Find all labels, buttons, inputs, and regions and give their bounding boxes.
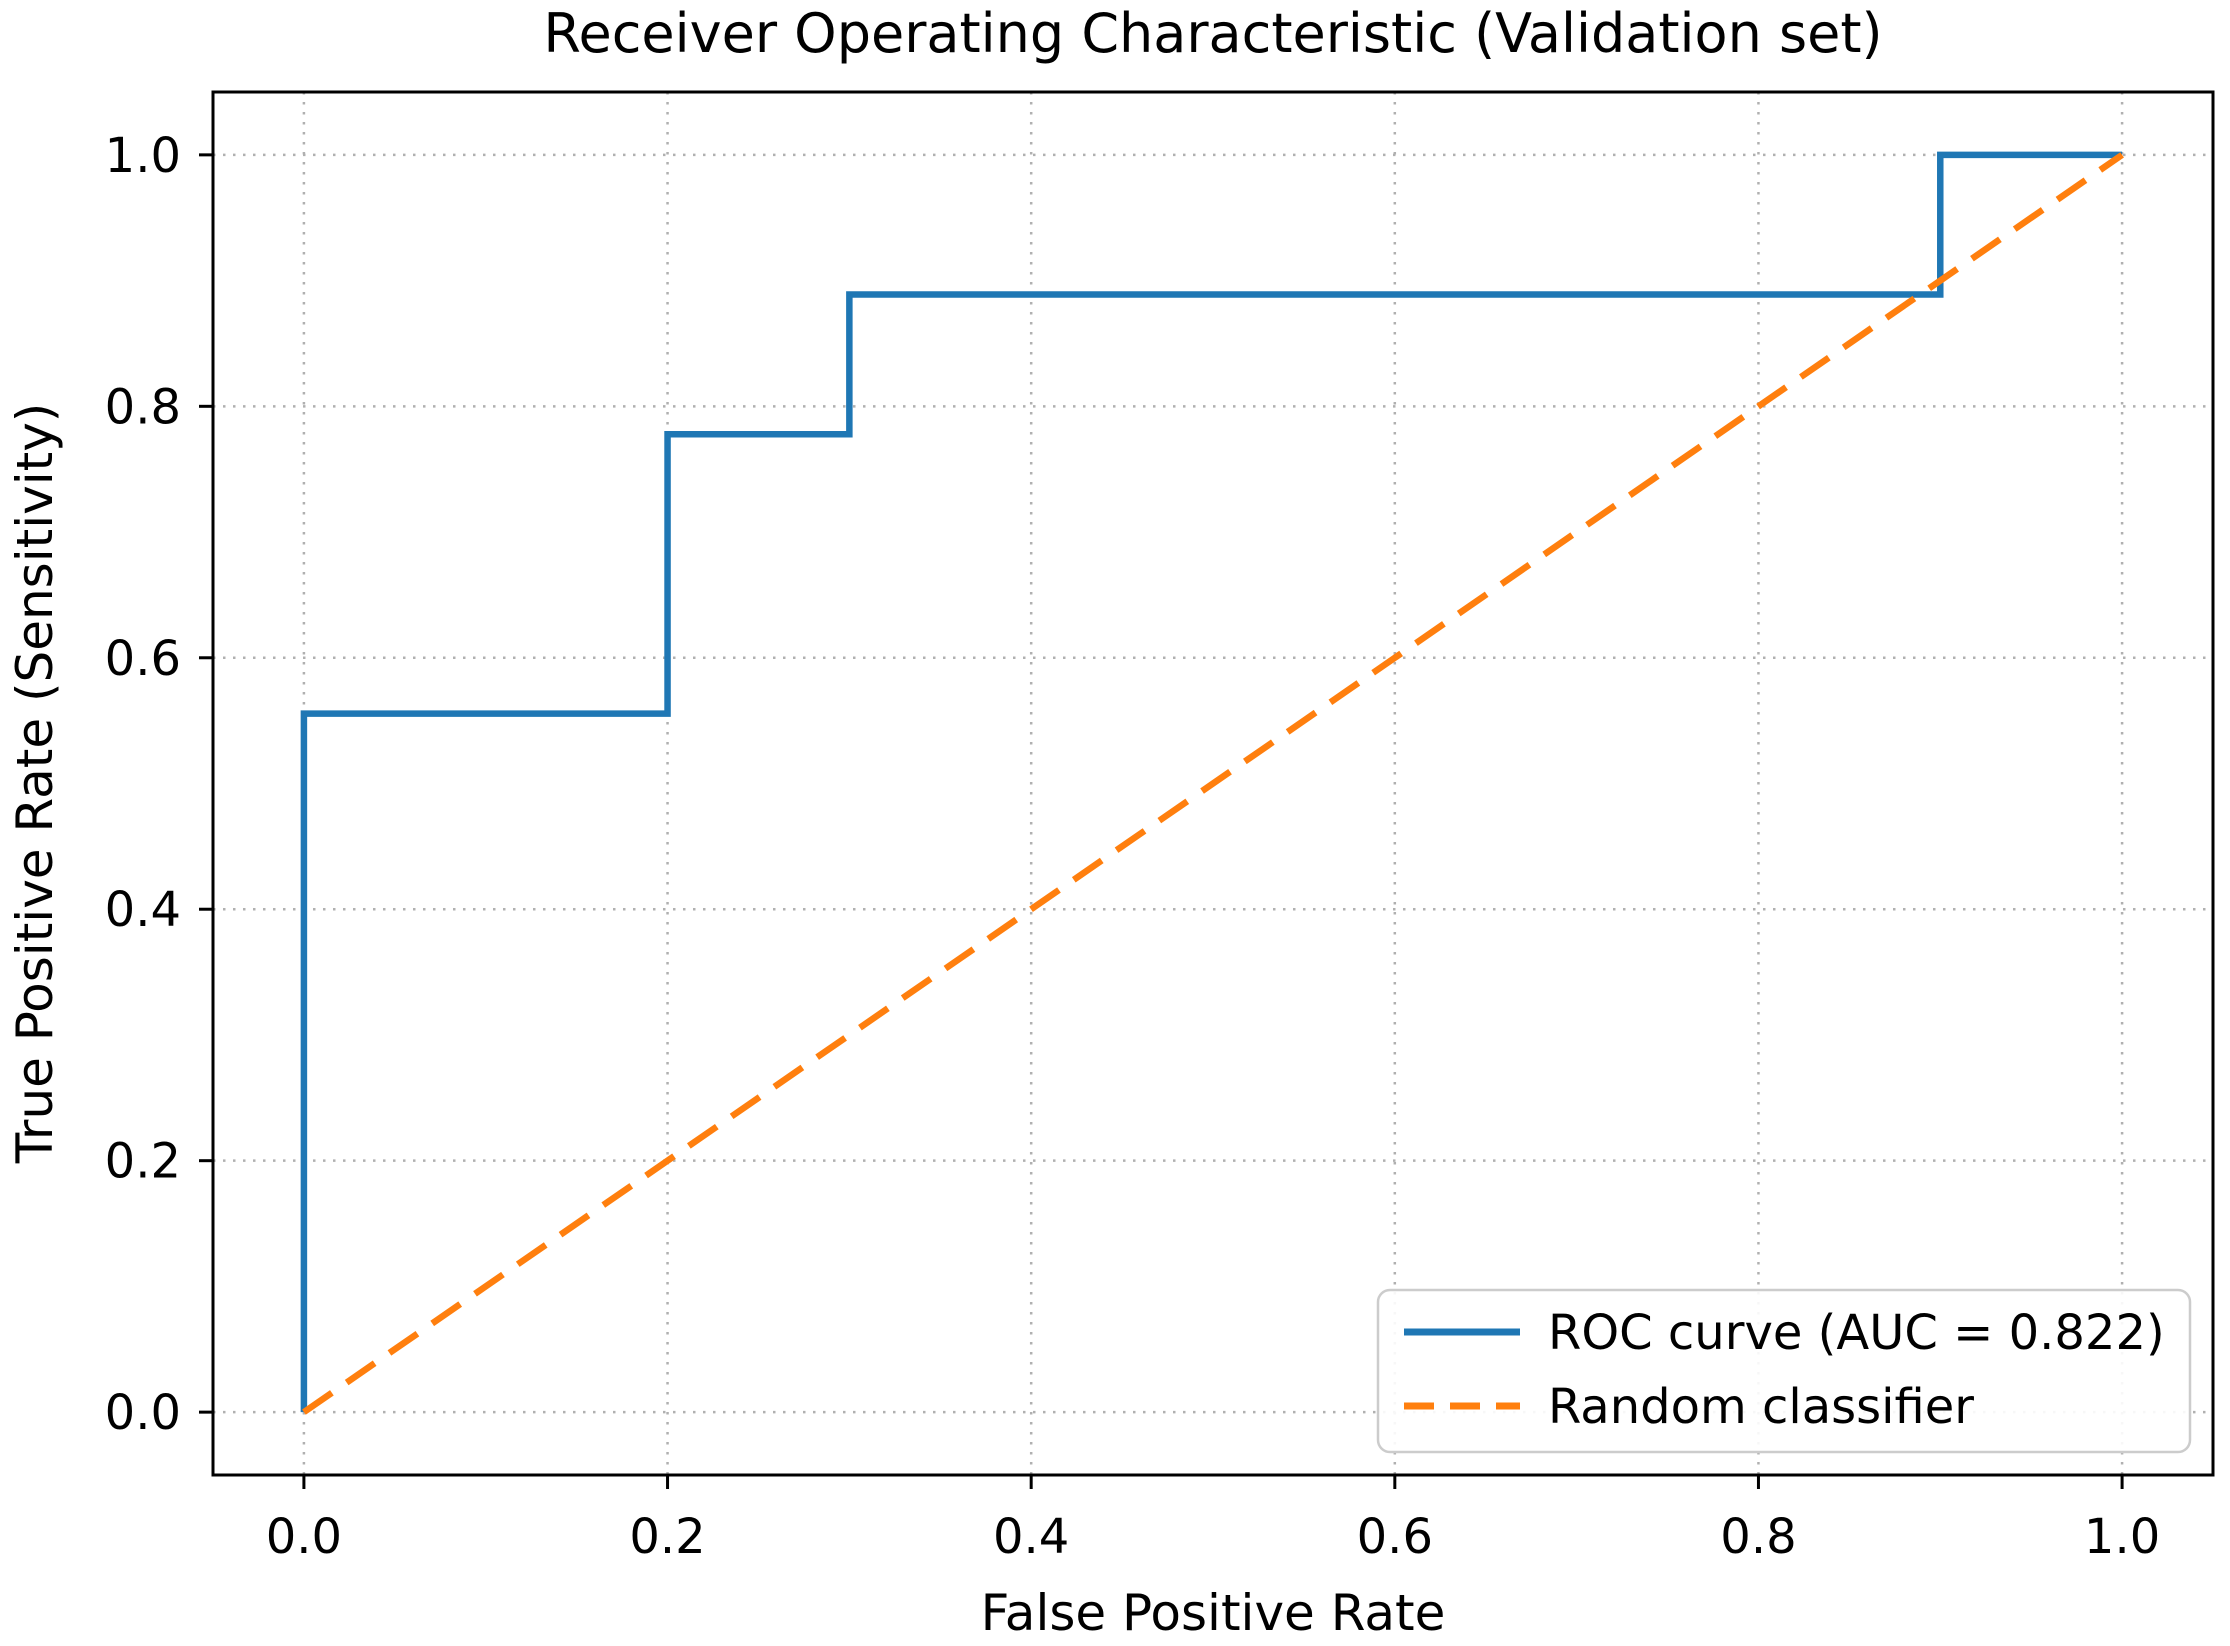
axis-ticks: 0.0 0.2 0.4 0.6 0.8 1.0 0.0 0.2 0.4 0.6 0.8 1.0 — [105, 128, 2161, 1565]
x-tick-label: 0.4 — [993, 1509, 1069, 1565]
legend-box — [1376, 1288, 2192, 1454]
legend-label-random-classifier: Random classifier — [1548, 1379, 1974, 1435]
grid-lines — [213, 92, 2213, 1475]
legend-label-roc-curve: ROC curve (AUC = 0.822) — [1548, 1305, 2165, 1361]
x-tick-label: 1.0 — [2084, 1509, 2160, 1565]
y-tick-label: 0.2 — [105, 1134, 181, 1190]
random-classifier-line — [302, 152, 2124, 1415]
x-tick-label: 0.8 — [1720, 1509, 1796, 1565]
y-tick-label: 0.4 — [105, 882, 181, 938]
y-tick-label: 0.8 — [105, 379, 181, 435]
y-tick-label: 0.6 — [105, 631, 181, 687]
chart-title: Receiver Operating Characteristic (Valid… — [543, 2, 1882, 65]
y-tick-label: 0.0 — [105, 1385, 181, 1441]
x-tick-label: 0.6 — [1357, 1509, 1433, 1565]
y-axis-label: True Positive Rate (Sensitivity) — [6, 403, 64, 1165]
y-tick-label: 1.0 — [105, 128, 181, 184]
axes-spines — [211, 90, 2215, 1477]
x-axis-label: False Positive Rate — [981, 1584, 1446, 1642]
chart-series — [300, 151, 2124, 1415]
x-tick-label: 0.2 — [629, 1509, 705, 1565]
legend: ROC curve (AUC = 0.822) Random classifie… — [1376, 1288, 2192, 1454]
roc-curve-line — [300, 151, 2123, 1413]
x-tick-label: 0.0 — [266, 1509, 342, 1565]
